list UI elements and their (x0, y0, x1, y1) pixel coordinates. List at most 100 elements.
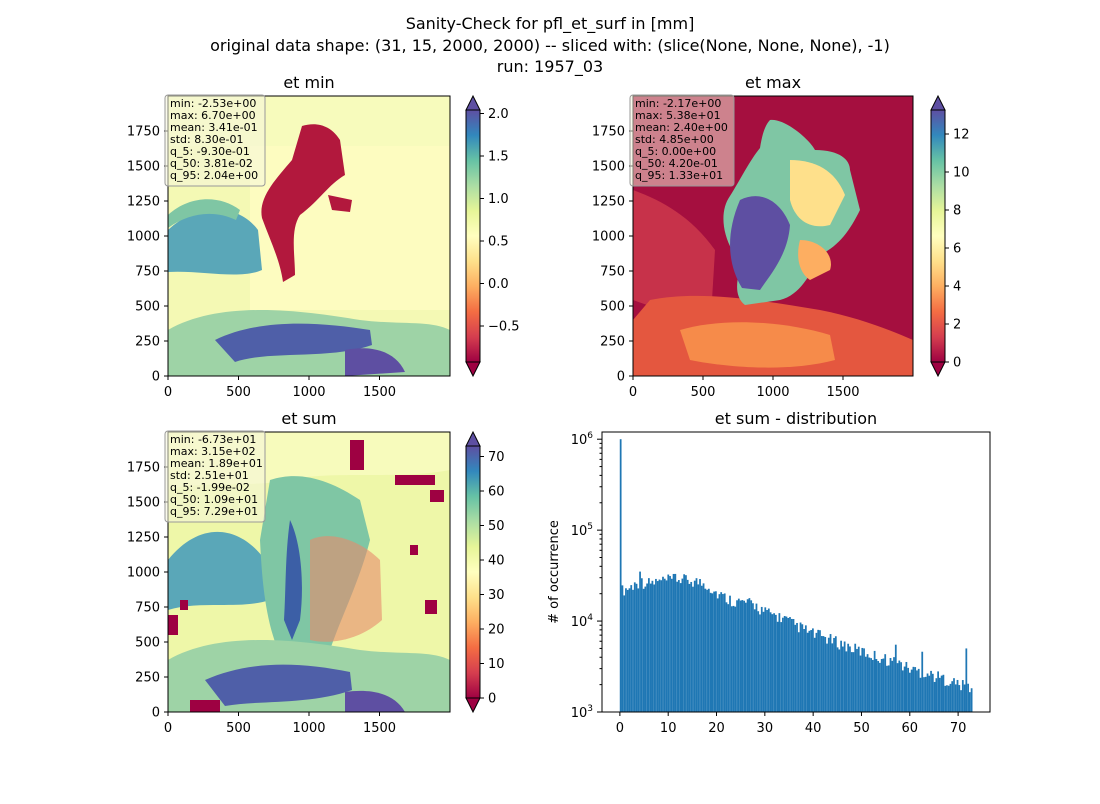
x-tick-label: 1500 (363, 385, 396, 400)
colorbar-tick-label: 10 (953, 166, 970, 181)
histogram-bar (866, 654, 869, 712)
histogram-bar (688, 583, 691, 712)
histogram-bar (961, 680, 964, 712)
histogram-bar (655, 578, 657, 712)
histogram-bar (790, 618, 793, 712)
histogram-bar (875, 659, 878, 712)
x-tick-label: 10 (660, 721, 677, 736)
x-tick-label: 30 (757, 721, 774, 736)
histogram-bar (706, 589, 708, 712)
histogram-bar (722, 594, 724, 712)
histogram-bar (946, 685, 948, 712)
colorbar: −0.5 0.0 0.5 1.0 1.5 2.0 (465, 94, 520, 378)
histogram-bar (648, 578, 650, 712)
panel-et-sum: et sum 0 500 10 (127, 409, 505, 736)
histogram-bar (951, 681, 954, 712)
histogram-bar (771, 614, 774, 712)
histogram-bar (806, 632, 809, 712)
histogram-bar (787, 617, 790, 712)
histogram-bar (660, 580, 663, 712)
histogram-bar (921, 651, 924, 712)
histogram-bar (642, 588, 645, 712)
histogram-bar (674, 573, 677, 712)
histogram-bar (898, 660, 901, 712)
histogram-bar (767, 608, 770, 712)
histogram-bar (700, 585, 703, 712)
stats-line: max: 3.15e+02 (170, 445, 256, 458)
histogram-bar (748, 598, 751, 712)
colorbar-tick-label: 50 (488, 519, 505, 534)
heatmap-negative-patch (180, 600, 188, 610)
histogram-bar (623, 595, 626, 712)
histogram-bar (905, 661, 908, 712)
heatmap-negative-patch (190, 700, 220, 712)
colorbar-tick-label: −0.5 (488, 320, 520, 335)
histogram-bar (850, 652, 853, 712)
histogram-bar (732, 605, 735, 712)
histogram-bar (804, 625, 807, 712)
histogram-bar (677, 580, 680, 712)
colorbar-tick-label: 0.5 (488, 235, 509, 250)
colorbar-extend-top (465, 430, 481, 447)
stats-line: q_50: 3.81e-02 (170, 157, 253, 170)
x-tick-label: 1500 (826, 385, 859, 400)
heatmap-atlantic-band (168, 209, 262, 275)
colorbar-tick-label: 8 (953, 204, 961, 219)
colorbar-extend-bottom (465, 697, 481, 714)
histogram-bar (649, 583, 652, 712)
histogram-bar (886, 665, 888, 712)
y-tick-label: 1250 (592, 195, 625, 210)
histogram-bar (928, 675, 931, 712)
histogram-bar (693, 580, 696, 712)
histogram-bar (893, 657, 895, 712)
colorbar-extend-top (465, 94, 481, 111)
histogram-bar (949, 683, 952, 712)
panel-title: et sum (281, 409, 336, 428)
colorbar-tick-label: 60 (488, 485, 505, 500)
panel-et-max: et max 0 500 1000 1500 (592, 73, 970, 400)
histogram-bar (776, 621, 779, 712)
histogram-bar (831, 643, 834, 712)
heatmap-land-blue-streak (284, 520, 302, 640)
histogram-bar (838, 649, 841, 712)
histogram-bar (931, 673, 934, 712)
colorbar-extend-top (930, 94, 946, 111)
heatmap-coast-band (168, 199, 240, 228)
stats-line: mean: 2.40e+00 (635, 121, 728, 134)
y-tick-label: 0 (152, 370, 160, 385)
x-tick-label: 0 (164, 385, 172, 400)
histogram-bar (873, 650, 876, 712)
histogram-bar (769, 612, 772, 712)
y-tick-label: 103 (571, 704, 593, 721)
heatmap-negative-patch (410, 545, 418, 555)
stats-line: q_50: 4.20e-01 (635, 157, 718, 170)
colorbar-tick-label: 2 (953, 318, 961, 333)
histogram-bar (914, 667, 917, 712)
y-tick-label: 0 (152, 706, 160, 721)
histogram-bar (917, 668, 920, 712)
histogram-bar (953, 678, 955, 712)
heatmap-et-min (168, 96, 450, 376)
histogram-bar (633, 582, 636, 712)
x-tick-label: 500 (691, 385, 716, 400)
histogram-bar (968, 692, 971, 712)
histogram-bar (849, 646, 851, 712)
histogram-bar (656, 581, 659, 712)
x-tick-label: 0 (616, 721, 624, 736)
histogram-bar (857, 646, 860, 712)
histogram-bar (653, 584, 656, 712)
colorbar-tick-label: 20 (488, 623, 505, 638)
histogram-bar (870, 658, 872, 712)
histogram-bar (762, 611, 765, 712)
histogram-bar (889, 658, 892, 712)
x-ticks: 0 500 1000 1500 (164, 712, 396, 736)
histogram-bar (935, 678, 938, 712)
stats-box-background (629, 94, 735, 187)
histogram-bar (729, 595, 731, 712)
x-tick-label: 50 (853, 721, 870, 736)
colorbar-tick-label: 0 (953, 356, 961, 371)
stats-line: q_95: 2.04e+00 (170, 169, 258, 182)
histogram-bar (773, 613, 775, 712)
histogram-bar (896, 663, 899, 712)
histogram-bar (711, 593, 714, 712)
